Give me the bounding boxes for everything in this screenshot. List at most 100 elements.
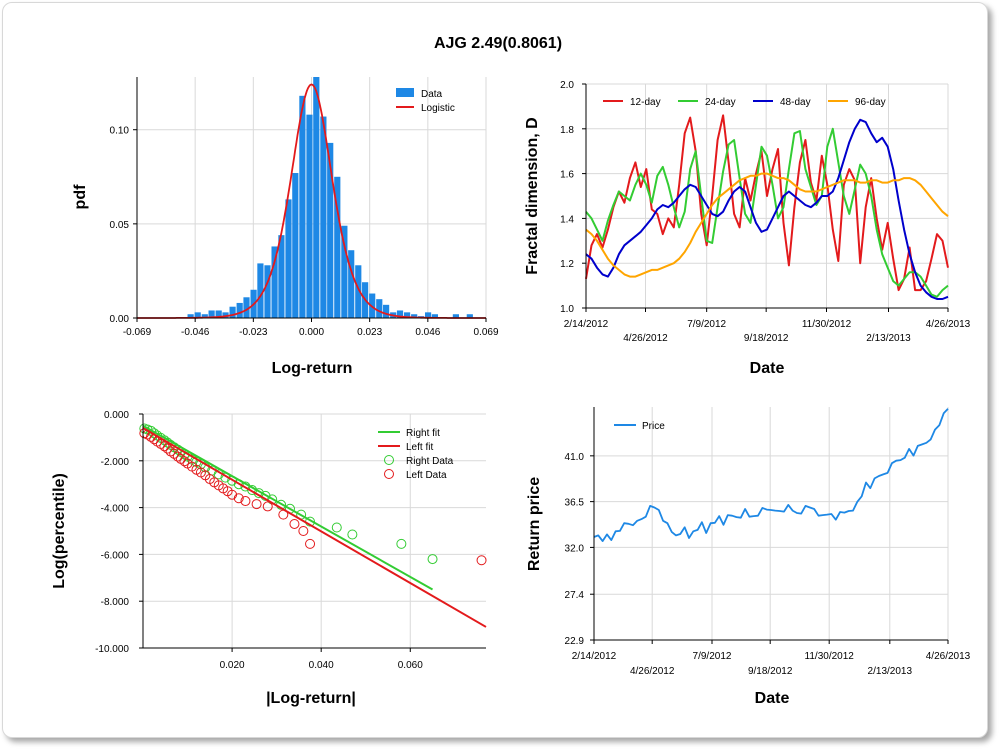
tail-y-axis-label: Log(percentile) [51, 473, 68, 589]
price-x-tick-label: 9/18/2012 [748, 666, 793, 677]
left-data-point [240, 496, 251, 507]
legend-swatch-right-data [384, 455, 394, 465]
legend-label-left-fit: Left fit [406, 442, 433, 453]
fractal-x-tick-label: 4/26/2012 [623, 333, 668, 344]
histogram-bar [320, 116, 327, 318]
legend-swatch-left-data [384, 469, 394, 479]
tail-y-tick-label: -6.000 [101, 550, 130, 561]
tail-axes [142, 414, 486, 649]
left-data-point [289, 518, 300, 529]
legend-label-data: Data [421, 89, 443, 100]
tail-x-tick-label: 0.060 [398, 660, 423, 671]
fractal-line-96-day [585, 172, 949, 278]
price-x-tick-label: 2/13/2013 [868, 666, 913, 677]
price-y-tick-label: 27.4 [565, 590, 585, 601]
left-data-point [179, 456, 190, 467]
histogram-bar [404, 312, 411, 318]
price-y-tick-label: 41.0 [565, 452, 585, 463]
histogram-bar [215, 310, 222, 318]
histogram-bar [334, 176, 341, 318]
legend-label-left-data: Left Data [406, 470, 447, 481]
price-x-tick-label: 2/14/2012 [572, 651, 617, 662]
return-price-panel: 22.9 27.4 32.0 36.5 41.0 2/14/2012 4/26/2012 7/… [526, 407, 971, 707]
right-data-point [427, 554, 438, 565]
left-data-point [298, 526, 309, 536]
hist-y-axis-label: pdf [72, 184, 89, 210]
histogram-bar [194, 312, 201, 318]
right-data-point [347, 529, 358, 540]
hist-x-axis-label: Log-return [272, 360, 353, 377]
histogram-bar [299, 95, 306, 318]
hist-y-tick-label: 0.10 [110, 126, 130, 137]
fractal-x-tick-label: 4/26/2013 [926, 319, 971, 330]
left-data-point [305, 538, 316, 549]
left-data-point [227, 489, 238, 500]
left-data-point [476, 555, 487, 566]
histogram-bar [396, 310, 404, 318]
histogram-bar [292, 173, 299, 318]
fractal-x-tick-label: 9/18/2012 [744, 333, 789, 344]
histogram-bar [411, 314, 418, 318]
fractal-dimension-panel: 1.0 1.2 1.4 1.6 1.8 2.0 2/14/2012 4/26/2012 7/9/… [524, 80, 971, 377]
histogram-bar [431, 314, 439, 318]
histogram-bar [236, 302, 243, 318]
histogram-bar [327, 142, 334, 318]
histogram-bar [208, 310, 215, 318]
histogram-bar [348, 250, 355, 318]
histogram-bar [278, 235, 285, 318]
left-data-point [233, 493, 244, 504]
hist-x-tick-label: -0.046 [181, 327, 210, 338]
histogram-bar [257, 263, 264, 318]
legend-label-96-day: 96-day [855, 97, 886, 108]
histogram-bar [452, 314, 459, 318]
price-y-tick-label: 22.9 [565, 636, 585, 647]
histogram-bar [271, 246, 278, 318]
right-fit-line [142, 424, 434, 591]
hist-y-tick-label: 0.00 [110, 314, 130, 325]
legend-label-right-data: Right Data [406, 456, 454, 467]
price-x-tick-label: 4/26/2013 [926, 651, 971, 662]
price-y-tick-label: 36.5 [565, 498, 585, 509]
histogram-bar [313, 77, 320, 318]
price-x-axis-label: Date [755, 690, 790, 707]
tail-x-tick-label: 0.020 [220, 660, 245, 671]
tail-y-tick-label: -4.000 [101, 504, 130, 515]
right-data-point [331, 522, 342, 533]
histogram-bar [243, 297, 250, 318]
fractal-line-12-day [585, 114, 949, 292]
fractal-y-tick-label: 1.6 [560, 170, 574, 181]
price-line [593, 408, 949, 542]
histogram-bar [341, 225, 348, 318]
hist-x-tick-label: -0.023 [239, 327, 268, 338]
price-y-tick-label: 32.0 [565, 543, 585, 554]
legend-label-48-day: 48-day [780, 97, 811, 108]
histogram-bar [376, 299, 383, 318]
left-data-point [175, 453, 186, 464]
chart-frame [2, 2, 988, 738]
fractal-line-48-day [585, 118, 949, 300]
histogram-bar [229, 306, 236, 318]
fractal-y-tick-label: 1.2 [560, 259, 574, 270]
left-data-point [162, 443, 173, 454]
left-data-point [172, 451, 183, 462]
tail-y-tick-label: 0.000 [104, 410, 129, 421]
tail-y-tick-label: -2.000 [101, 457, 130, 468]
histogram-bar [466, 314, 473, 318]
right-data-point [149, 428, 160, 439]
fractal-y-tick-label: 1.8 [560, 125, 574, 136]
tail-x-axis-label: |Log-return| [266, 690, 356, 707]
fractal-y-axis-label: Fractal dimension, D [524, 117, 541, 274]
hist-x-tick-label: 0.046 [415, 327, 440, 338]
left-data-point [159, 441, 170, 452]
hist-x-tick-label: 0.000 [299, 327, 324, 338]
histogram-bar [222, 312, 229, 318]
tail-y-tick-label: -8.000 [101, 597, 130, 608]
fractal-x-axis-label: Date [750, 360, 785, 377]
fractal-y-tick-label: 1.0 [560, 304, 574, 315]
histogram-bar [383, 304, 390, 318]
left-fit-line [142, 427, 487, 628]
fractal-x-tick-label: 2/13/2013 [866, 333, 911, 344]
hist-y-tick-label: 0.05 [110, 220, 130, 231]
hist-x-tick-label: 0.069 [473, 327, 498, 338]
